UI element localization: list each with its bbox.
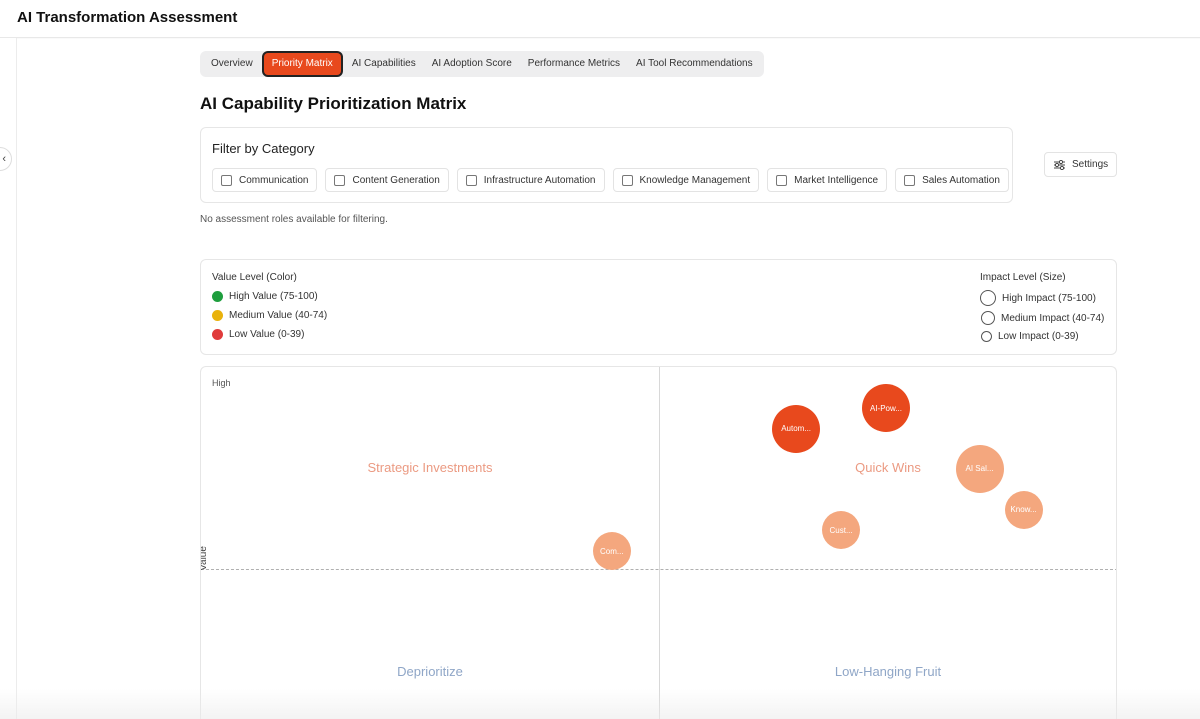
quadrant-deprioritize: Deprioritize <box>397 664 463 679</box>
legend-medium-value: Medium Value (40-74) <box>212 310 327 321</box>
sidebar-collapsed: ‹ <box>0 38 17 719</box>
settings-label: Settings <box>1072 159 1109 170</box>
small-circle-icon <box>981 331 992 342</box>
collapse-sidebar-button[interactable]: ‹ <box>0 147 12 171</box>
tab-ai-tool-recommendations[interactable]: AI Tool Recommendations <box>636 58 753 69</box>
capability-bubble[interactable]: AI-Pow... <box>861 384 910 432</box>
capability-bubble[interactable]: Com... <box>592 532 631 571</box>
legend-label: Low Impact (0-39) <box>998 331 1079 342</box>
top-bar: AI Transformation Assessment <box>0 0 1200 38</box>
quadrant-low-hanging-fruit: Low-Hanging Fruit <box>834 664 942 679</box>
chip-label: Market Intelligence <box>794 174 879 186</box>
green-dot-icon <box>212 291 223 302</box>
checkbox[interactable] <box>221 174 232 186</box>
chip-label: Communication <box>239 174 309 186</box>
filter-chip-knowledge-management[interactable]: Knowledge Management <box>612 168 760 192</box>
legend-medium-impact: Medium Impact (40-74) <box>981 311 1104 325</box>
filter-chip-infrastructure-automation[interactable]: Infrastructure Automation <box>456 168 605 192</box>
category-chips: Communication Content Generation Infrast… <box>212 168 1009 192</box>
chip-label: Sales Automation <box>922 174 1000 186</box>
capability-bubble[interactable]: Know... <box>1004 490 1043 529</box>
app-title: AI Transformation Assessment <box>17 9 238 26</box>
checkbox[interactable] <box>776 174 788 186</box>
no-roles-message: No assessment roles available for filter… <box>200 214 388 225</box>
tab-bar: Overview Priority Matrix AI Capabilities… <box>200 51 764 77</box>
tab-priority-matrix[interactable]: Priority Matrix <box>263 53 341 75</box>
legend-high-impact: High Impact (75-100) <box>980 290 1096 306</box>
legend-high-value: High Value (75-100) <box>212 291 318 302</box>
chip-label: Infrastructure Automation <box>483 174 596 186</box>
red-dot-icon <box>212 329 223 340</box>
yellow-dot-icon <box>212 310 223 321</box>
checkbox[interactable] <box>334 174 346 186</box>
legend-label: High Value (75-100) <box>229 291 318 302</box>
medium-circle-icon <box>981 311 995 325</box>
sliders-icon <box>1054 159 1065 170</box>
quadrant-quick-wins: Quick Wins <box>855 460 921 475</box>
filter-title: Filter by Category <box>212 141 315 156</box>
page-title: AI Capability Prioritization Matrix <box>200 94 467 113</box>
legend-label: Low Value (0-39) <box>229 329 305 340</box>
capability-bubble[interactable]: Autom... <box>772 404 821 453</box>
settings-button[interactable]: Settings <box>1044 152 1117 177</box>
filter-chip-communication[interactable]: Communication <box>212 168 318 192</box>
value-legend-title: Value Level (Color) <box>212 272 297 283</box>
priority-matrix: High Value Strategic Investments Quick W… <box>200 366 1117 719</box>
filter-chip-market-intelligence[interactable]: Market Intelligence <box>767 168 888 192</box>
chevron-left-icon: ‹ <box>2 153 6 165</box>
checkbox[interactable] <box>904 174 916 186</box>
filter-chip-content-generation[interactable]: Content Generation <box>325 168 449 192</box>
large-circle-icon <box>980 290 996 306</box>
legend-low-impact: Low Impact (0-39) <box>981 331 1079 342</box>
vertical-divider <box>659 367 660 719</box>
legend-label: High Impact (75-100) <box>1002 292 1096 304</box>
impact-legend-title: Impact Level (Size) <box>980 272 1066 283</box>
capability-bubble[interactable]: AI Sal... <box>955 444 1004 493</box>
tab-ai-capabilities[interactable]: AI Capabilities <box>351 58 416 69</box>
chip-label: Content Generation <box>352 174 440 186</box>
legend-low-value: Low Value (0-39) <box>212 329 304 340</box>
horizontal-divider <box>201 569 1116 570</box>
chip-label: Knowledge Management <box>639 174 751 186</box>
y-axis-high-label: High <box>212 378 231 388</box>
quadrant-strategic-investments: Strategic Investments <box>367 460 493 475</box>
tab-overview[interactable]: Overview <box>211 58 253 69</box>
tab-ai-adoption-score[interactable]: AI Adoption Score <box>431 58 512 69</box>
checkbox[interactable] <box>465 174 477 186</box>
legend-card: Value Level (Color) High Value (75-100) … <box>200 259 1117 355</box>
category-filter-card: Filter by Category Communication Content… <box>200 127 1013 203</box>
checkbox[interactable] <box>621 174 633 186</box>
filter-chip-sales-automation[interactable]: Sales Automation <box>895 168 1009 192</box>
legend-label: Medium Impact (40-74) <box>1001 312 1105 324</box>
y-axis-label: Value <box>200 546 209 571</box>
tab-performance-metrics[interactable]: Performance Metrics <box>527 58 621 69</box>
legend-label: Medium Value (40-74) <box>229 310 328 321</box>
capability-bubble[interactable]: Cust... <box>822 511 861 550</box>
